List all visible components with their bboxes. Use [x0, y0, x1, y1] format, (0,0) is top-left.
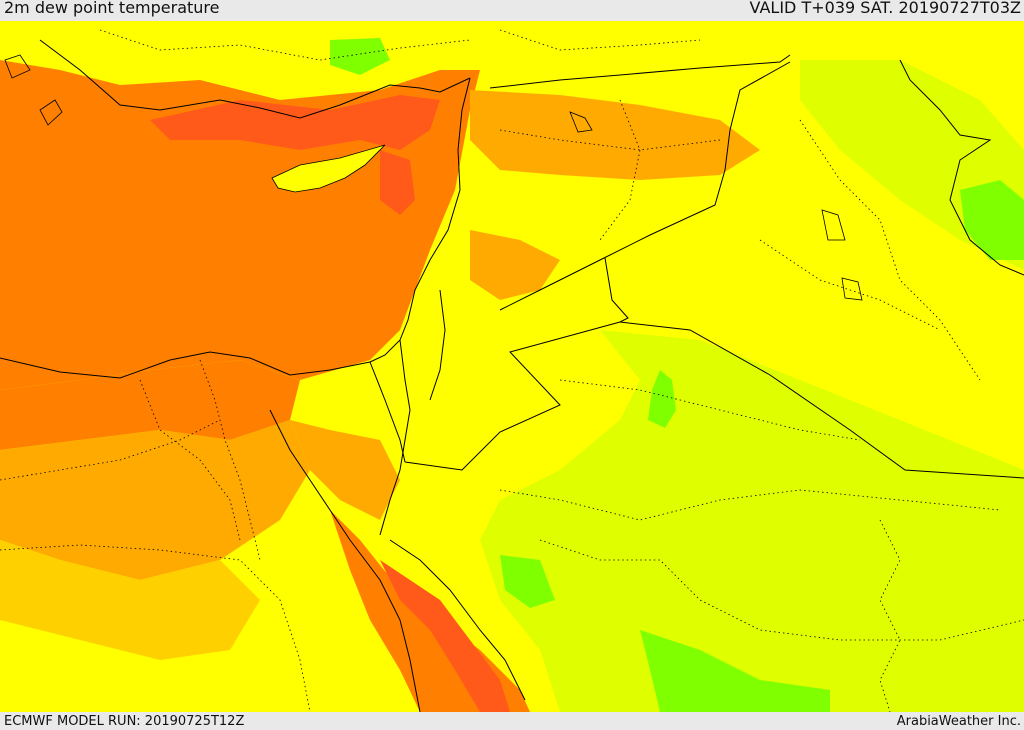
weather-map[interactable] — [0, 21, 1024, 712]
admin-turkey-2 — [499, 29, 701, 51]
field-green-south — [640, 630, 830, 712]
coastline-red-sea-east — [389, 539, 526, 701]
field-dark-orange-red-sea — [380, 560, 510, 712]
border-jordan-saudi — [404, 321, 621, 471]
map-title: 2m dew point temperature — [4, 0, 220, 17]
field-yellow-orange-egypt — [0, 540, 260, 660]
border-syria-iraq — [499, 61, 791, 311]
admin-saudi-4 — [879, 519, 901, 712]
field-orange-egypt-coast — [0, 360, 300, 450]
border-saudi-iraq — [619, 321, 1024, 479]
coastline-egypt-north — [0, 351, 371, 379]
coastline-levant — [369, 77, 471, 363]
lake-assad — [569, 111, 593, 133]
land-cyprus — [271, 144, 386, 193]
field-light-orange-lebanon — [470, 230, 560, 300]
country-borders — [369, 54, 1024, 479]
footer-bar: ECMWF MODEL RUN: 20190725T12Z ArabiaWeat… — [0, 712, 1024, 729]
credit-label: ArabiaWeather Inc. — [896, 714, 1021, 729]
island-rhodes — [39, 99, 63, 126]
island-aegean — [4, 54, 31, 79]
field-dark-orange-levant-coast — [380, 150, 415, 215]
admin-boundaries — [0, 29, 1024, 712]
field-light-orange-sinai — [290, 420, 400, 520]
coastline-gulf-suez — [269, 409, 351, 541]
admin-saudi-1 — [559, 379, 861, 441]
field-yellow-green-arabia — [480, 330, 1024, 712]
admin-egypt-3 — [139, 379, 241, 541]
field-light-orange-syria — [470, 90, 760, 180]
field-dark-orange-med — [150, 95, 440, 150]
border-jordan-iraq — [604, 257, 629, 323]
admin-saudi-2 — [499, 489, 1001, 521]
islands — [4, 54, 863, 301]
field-orange-mediterranean — [0, 60, 480, 390]
header-bar: 2m dew point temperature VALID T+039 SAT… — [0, 0, 1024, 21]
field-light-orange-egypt-inland — [0, 420, 310, 580]
border-iraq-iran — [899, 59, 1024, 276]
model-run: ECMWF MODEL RUN: 20190725T12Z — [4, 714, 245, 729]
admin-iraq-2 — [759, 239, 941, 331]
lake-iraq-1 — [821, 209, 846, 241]
coastlines — [0, 39, 526, 712]
coastline-turkey-south — [39, 39, 471, 119]
admin-saudi-3 — [539, 539, 1024, 641]
border-egypt-israel — [369, 361, 406, 463]
admin-egypt-1 — [0, 419, 221, 481]
border-israel-jordan — [429, 289, 446, 401]
admin-egypt-2 — [0, 544, 311, 712]
coastline-sinai-east — [379, 339, 411, 536]
field-green-jordan — [648, 370, 676, 428]
border-turkey-syria — [489, 54, 791, 89]
coastline-red-sea-west — [349, 539, 421, 712]
field-green-saudi-west — [500, 555, 555, 608]
field-green-turkey — [330, 38, 390, 75]
lake-iraq-2 — [841, 277, 863, 301]
valid-time: VALID T+039 SAT. 20190727T03Z — [749, 0, 1021, 17]
field-green-iraq — [960, 180, 1024, 260]
